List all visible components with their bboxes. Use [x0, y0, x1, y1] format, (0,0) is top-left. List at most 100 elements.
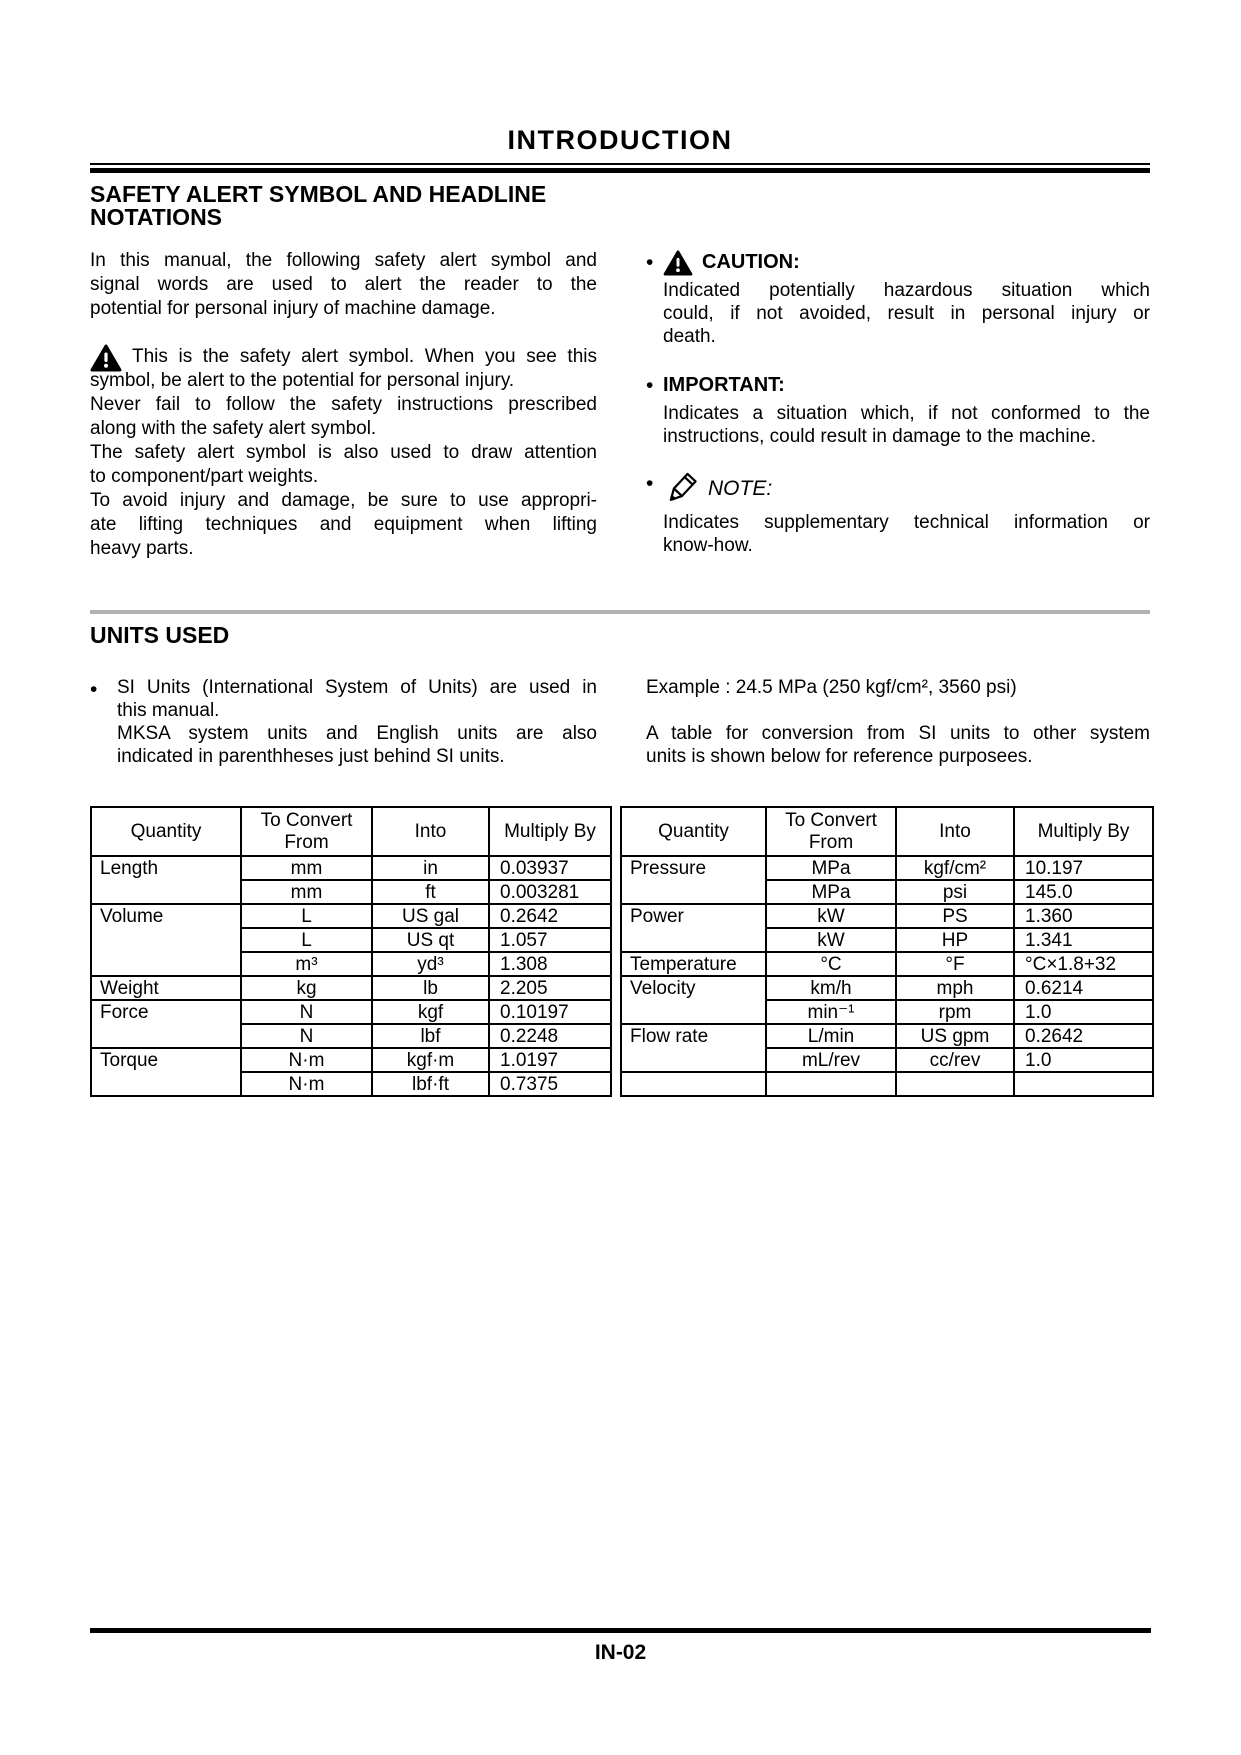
- text-line: A table for conversion from SI units to …: [646, 723, 1150, 744]
- table-cell-into: °F: [895, 951, 1014, 976]
- text-line: Indicates a situation which, if not conf…: [663, 403, 1150, 424]
- text-line: along with the safety alert symbol.: [90, 418, 377, 439]
- note-label: NOTE:: [708, 477, 773, 500]
- table-row: Torque N·m kgf·m 1.0197: [91, 1047, 611, 1072]
- important-label: IMPORTANT:: [663, 374, 785, 396]
- table-cell-from: L: [240, 927, 372, 952]
- table-cell-q: Length: [91, 855, 241, 880]
- page-content: INTRODUCTION SAFETY ALERT SYMBOL AND HEA…: [90, 125, 1154, 1097]
- conversion-table: Quantity To Convert From Into Multiply B…: [90, 806, 1154, 1097]
- header-quantity: Quantity: [621, 807, 766, 857]
- header-from: To Convert From: [240, 807, 372, 857]
- note-body: Indicates supplementary technical inform…: [663, 511, 1150, 557]
- table-cell-by: 2.205: [488, 975, 611, 1000]
- table-cell-q: [91, 928, 241, 952]
- safety-left-column: In this manual, the following safety ale…: [90, 249, 597, 561]
- table-cell-by: 1.057: [488, 927, 611, 952]
- text-line: Indicates supplementary technical inform…: [663, 512, 1150, 533]
- table-cell-from: kW: [765, 903, 896, 928]
- text-line: In this manual, the following safety ale…: [90, 250, 597, 271]
- table-cell-from: km/h: [765, 975, 896, 1000]
- table-cell-by: 145.0: [1013, 879, 1153, 904]
- important-item: • IMPORTANT: Indicates a situation which…: [646, 372, 1150, 448]
- table-cell-from: kg: [240, 975, 372, 1000]
- table-cell-q: Weight: [91, 975, 241, 1000]
- table-cell-by: °C×1.8+32: [1013, 951, 1153, 976]
- table-cell-by: 0.2642: [1013, 1023, 1153, 1048]
- table-cell-by: 1.0197: [488, 1047, 611, 1072]
- table-cell-by: 0.2248: [488, 1023, 611, 1048]
- table-cell-from: MPa: [765, 879, 896, 904]
- table-cell-from: N: [240, 999, 372, 1024]
- table-cell-from: mL/rev: [765, 1047, 896, 1072]
- text-line: ate lifting techniques and equipment whe…: [90, 514, 597, 535]
- pencil-icon: [663, 471, 699, 507]
- table-cell-q: [91, 880, 241, 904]
- table-row: mL/rev cc/rev 1.0: [621, 1047, 1153, 1072]
- units-right-column: Example : 24.5 MPa (250 kgf/cm², 3560 ps…: [646, 676, 1150, 768]
- table-cell-q: [621, 1048, 766, 1072]
- si-units-item: • SI Units (International System of Unit…: [90, 676, 597, 768]
- safety-section-columns: In this manual, the following safety ale…: [90, 249, 1150, 561]
- safety-symbol-text: This is the safety alert symbol. When yo…: [90, 345, 597, 561]
- text-line: units is shown below for reference purpo…: [646, 746, 1033, 767]
- table-cell-by: 0.6214: [1013, 975, 1153, 1000]
- bullet-dot-icon: •: [90, 678, 98, 701]
- safety-right-column: • CAUTION: Indic: [646, 249, 1150, 561]
- si-units-paragraph-2: MKSA system units and English units are …: [117, 722, 597, 768]
- table-row: Pressure MPa kgf/cm² 10.197: [621, 855, 1153, 880]
- text-line: death.: [663, 326, 716, 347]
- units-left-column: • SI Units (International System of Unit…: [90, 676, 597, 768]
- table-cell-q: Velocity: [621, 975, 766, 1000]
- table-cell-q: [91, 952, 241, 976]
- table-row: mm ft 0.003281: [91, 879, 611, 904]
- table-cell-q: [621, 1071, 766, 1096]
- header-multiply-by: Multiply By: [1013, 807, 1153, 857]
- table-cell-into: rpm: [895, 999, 1014, 1024]
- text-line: this manual.: [117, 700, 220, 721]
- table-cell-from: kW: [765, 927, 896, 952]
- table-cell-into: mph: [895, 975, 1014, 1000]
- table-header-row: Quantity To Convert From Into Multiply B…: [91, 807, 611, 857]
- table-row: Flow rate L/min US gpm 0.2642: [621, 1023, 1153, 1048]
- safety-alert-icon: [90, 344, 132, 372]
- table-row: Volume L US gal 0.2642: [91, 903, 611, 928]
- table-cell-from: MPa: [765, 855, 896, 880]
- table-row: kW HP 1.341: [621, 927, 1153, 952]
- table-cell-q: Pressure: [621, 855, 766, 880]
- table-row: Temperature °C °F °C×1.8+32: [621, 951, 1153, 976]
- text-line: NOTATIONS: [90, 204, 223, 230]
- table-cell-by: 0.2642: [488, 903, 611, 928]
- table-cell-from: N·m: [240, 1071, 372, 1096]
- table-row: Velocity km/h mph 0.6214: [621, 975, 1153, 1000]
- table-cell-into: lb: [371, 975, 489, 1000]
- table-header-row: Quantity To Convert From Into Multiply B…: [621, 807, 1153, 857]
- caution-item: • CAUTION: Indic: [646, 249, 1150, 348]
- table-cell-by: 0.7375: [488, 1071, 611, 1096]
- si-units-paragraph-1: SI Units (International System of Units)…: [117, 676, 597, 722]
- header-from: To Convert From: [765, 807, 896, 857]
- table-cell-q: Temperature: [621, 951, 766, 976]
- table-row: MPa psi 145.0: [621, 879, 1153, 904]
- table-cell-by: 1.360: [1013, 903, 1153, 928]
- safety-symbol-paragraph: This is the safety alert symbol. When yo…: [90, 344, 597, 561]
- table-row: [621, 1071, 1153, 1096]
- table-cell-from: L/min: [765, 1023, 896, 1048]
- text-line: MKSA system units and English units are …: [117, 723, 597, 744]
- table-cell-by: 1.0: [1013, 999, 1153, 1024]
- text-line: Indicated potentially hazardous situatio…: [663, 280, 1150, 301]
- page-number: IN-02: [594, 1641, 647, 1664]
- table-cell-q: Force: [91, 999, 241, 1024]
- text-line: To avoid injury and damage, be sure to u…: [90, 490, 597, 511]
- table-cell-from: N: [240, 1023, 372, 1048]
- text-line: heavy parts.: [90, 538, 194, 559]
- header-into: Into: [371, 807, 489, 857]
- table-cell-q: [91, 1024, 241, 1048]
- bullet-dot-icon: •: [646, 251, 654, 274]
- table-cell-by: [1013, 1071, 1153, 1096]
- table-cell-by: 0.03937: [488, 855, 611, 880]
- table-cell-into: PS: [895, 903, 1014, 928]
- text-line: could, if not avoided, result in persona…: [663, 303, 1150, 324]
